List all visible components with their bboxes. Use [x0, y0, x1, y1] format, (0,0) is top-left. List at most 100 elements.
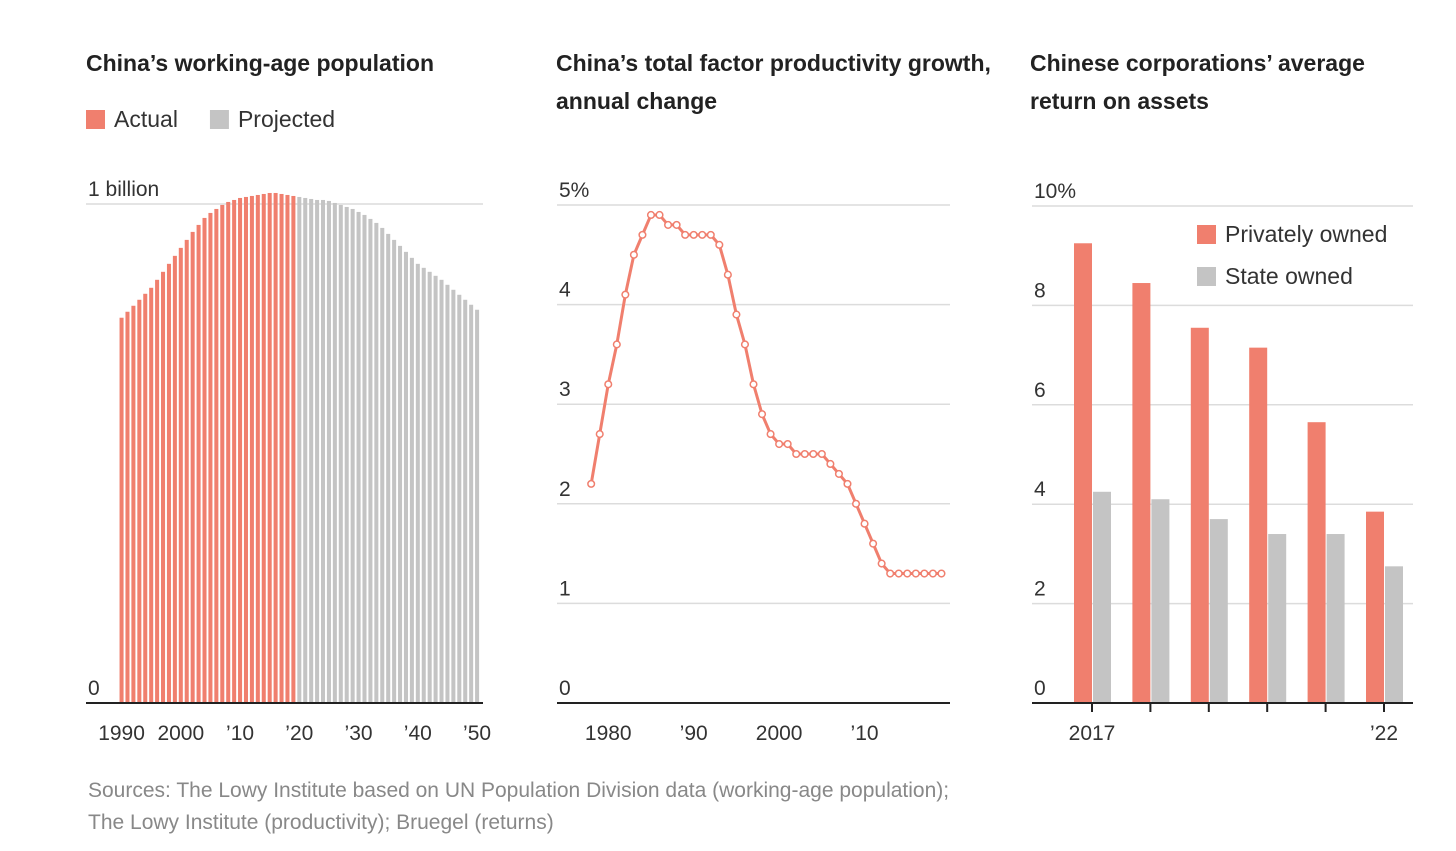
bar — [350, 208, 355, 703]
point — [834, 469, 843, 478]
point — [740, 340, 750, 349]
bar — [291, 195, 296, 703]
point — [757, 410, 767, 419]
y-tick-label: 6 — [1034, 379, 1046, 402]
bar — [1326, 534, 1345, 703]
bar — [445, 284, 450, 703]
point — [903, 569, 912, 578]
chart-title: China’s working-age population — [86, 50, 434, 76]
bar — [214, 208, 219, 703]
bar — [439, 279, 444, 703]
x-tick-label: 2000 — [756, 722, 803, 745]
legend-label: State owned — [1225, 263, 1353, 289]
point — [826, 459, 835, 469]
x-tick-label: ’22 — [1370, 722, 1398, 745]
bar — [1209, 519, 1228, 703]
bar — [131, 305, 136, 703]
x-tick-label: ’10 — [851, 722, 879, 745]
point — [851, 499, 861, 508]
y-tick-label: 2 — [559, 478, 571, 501]
point — [595, 430, 604, 439]
point — [698, 230, 707, 239]
line — [589, 213, 942, 576]
bar — [255, 194, 260, 703]
bar — [279, 193, 284, 703]
point — [766, 430, 775, 439]
x-tick-label: ’30 — [345, 722, 373, 745]
y-tick-label: 0 — [88, 677, 100, 700]
y-tick-label: 0 — [559, 677, 571, 700]
bar — [463, 299, 468, 703]
point — [629, 250, 638, 259]
bar — [1268, 534, 1287, 703]
bar — [380, 227, 385, 703]
x-tick-label: ’20 — [285, 722, 313, 745]
bar — [238, 197, 243, 703]
point — [783, 439, 792, 449]
point — [681, 230, 690, 239]
chart-title: Chinese corporations’ average return on … — [1030, 50, 1365, 114]
point — [655, 210, 664, 220]
point — [877, 559, 886, 568]
bar — [344, 206, 349, 704]
bar — [267, 192, 272, 703]
y-tick-label: 10% — [1034, 180, 1076, 203]
bar — [362, 214, 367, 703]
bar — [368, 218, 373, 703]
bar — [427, 271, 432, 703]
bar — [403, 251, 408, 703]
bar — [220, 204, 225, 703]
bar — [172, 255, 177, 703]
y-tick-label: 2 — [1034, 578, 1046, 601]
bar — [451, 289, 456, 703]
bar — [356, 211, 361, 704]
bar — [326, 200, 331, 703]
point — [894, 569, 903, 578]
bar — [338, 204, 343, 703]
bar — [1366, 511, 1384, 703]
point — [612, 340, 621, 349]
point — [664, 220, 673, 229]
y-tick-label: 4 — [1034, 478, 1046, 501]
bar — [285, 194, 290, 703]
point — [732, 310, 741, 319]
bar — [398, 245, 403, 703]
x-tick-label: ’90 — [680, 722, 708, 745]
legend-label: Privately owned — [1225, 221, 1387, 247]
point — [646, 210, 656, 220]
point — [621, 290, 630, 299]
bar — [1249, 347, 1268, 703]
source-note: The Lowy Institute (productivity); Brueg… — [88, 811, 554, 834]
x-tick-label: 1980 — [585, 722, 632, 745]
bar — [190, 231, 195, 703]
point — [937, 569, 946, 578]
bar — [457, 294, 462, 703]
y-tick-label: 1 — [559, 577, 571, 600]
bar — [409, 257, 414, 703]
bar — [315, 199, 320, 703]
x-tick-label: 2000 — [157, 722, 204, 745]
bar — [184, 239, 189, 704]
point — [928, 569, 937, 578]
bar — [119, 317, 124, 703]
point — [809, 449, 818, 459]
bar — [433, 275, 438, 703]
point — [911, 569, 920, 578]
bar — [143, 293, 148, 703]
bar — [1151, 499, 1170, 703]
point — [792, 449, 801, 459]
bar — [421, 267, 426, 703]
bar — [273, 192, 278, 703]
bar — [202, 217, 207, 703]
legend-swatch — [86, 110, 105, 129]
point — [672, 220, 681, 229]
bar — [178, 247, 183, 703]
point — [749, 380, 758, 389]
y-tick-label: 3 — [559, 378, 571, 401]
bar — [374, 222, 379, 703]
bar — [309, 198, 314, 703]
y-tick-label: 5% — [559, 179, 589, 202]
x-tick-label: ’10 — [226, 722, 254, 745]
x-tick-label: ’50 — [463, 722, 491, 745]
